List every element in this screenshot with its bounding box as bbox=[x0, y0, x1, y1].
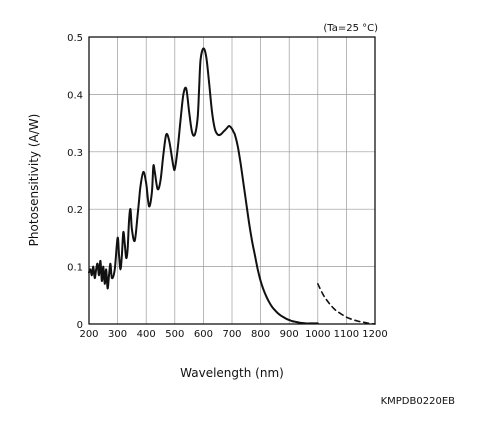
x-tick-label: 200 bbox=[79, 329, 98, 340]
x-tick-label: 700 bbox=[222, 329, 241, 340]
condition-annotation: (Ta=25 °C) bbox=[323, 23, 378, 34]
grid bbox=[88, 36, 376, 325]
x-tick-label: 300 bbox=[108, 329, 127, 340]
y-axis-title: Photosensitivity (A/W) bbox=[27, 114, 41, 247]
series-line-dashed bbox=[317, 283, 376, 325]
x-tick-label: 1000 bbox=[305, 329, 330, 340]
x-tick-label: 600 bbox=[194, 329, 213, 340]
y-tick-label: 0.3 bbox=[67, 148, 83, 159]
y-tick-label: 0.5 bbox=[67, 33, 83, 44]
x-axis-title: Wavelength (nm) bbox=[180, 366, 284, 380]
x-tick-label: 800 bbox=[251, 329, 270, 340]
x-tick-label: 500 bbox=[165, 329, 184, 340]
figure-id: KMPDB0220EB bbox=[381, 396, 456, 407]
x-tick-label: 1200 bbox=[362, 329, 387, 340]
x-tick-label: 900 bbox=[280, 329, 299, 340]
y-tick-label: 0.4 bbox=[67, 90, 83, 101]
y-tick-label: 0.1 bbox=[67, 263, 83, 274]
y-tick-label: 0 bbox=[77, 320, 83, 331]
y-tick-labels: 0 0.1 0.2 0.3 0.4 0.5 bbox=[67, 33, 83, 331]
data-series bbox=[88, 47, 376, 325]
series-line-solid bbox=[88, 47, 319, 325]
plot-frame bbox=[88, 36, 376, 325]
x-tick-label: 1100 bbox=[334, 329, 359, 340]
x-tick-labels: 200 300 400 500 600 700 800 900 1000 1100 1200 bbox=[79, 329, 387, 340]
x-tick-label: 400 bbox=[137, 329, 156, 340]
y-tick-label: 0.2 bbox=[67, 205, 83, 216]
